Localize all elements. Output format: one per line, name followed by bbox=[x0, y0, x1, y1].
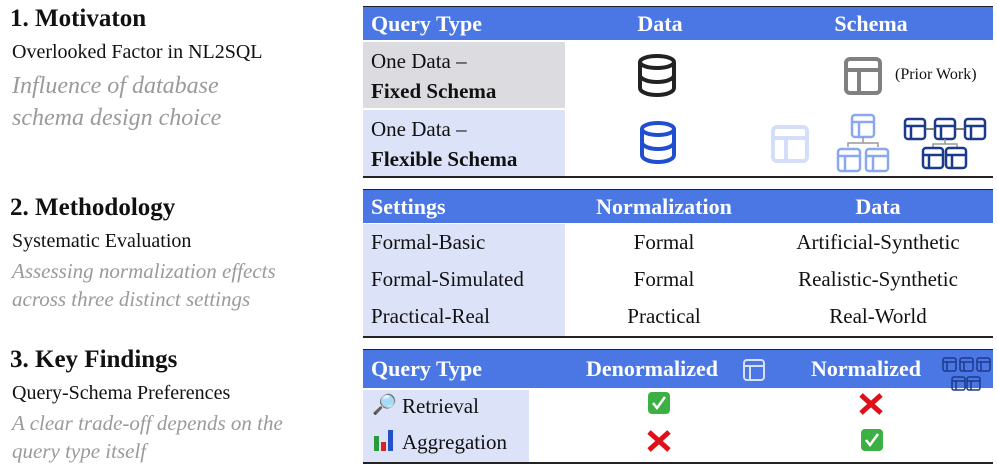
table-network-icon bbox=[942, 357, 991, 391]
header-settings: Settings bbox=[371, 194, 446, 219]
database-icon-black bbox=[638, 54, 676, 97]
row-flexible-line2: Flexible Schema bbox=[371, 147, 518, 171]
section-3-title: 3. Key Findings bbox=[10, 346, 178, 373]
database-icon-blue bbox=[640, 121, 676, 164]
check-icon bbox=[861, 429, 883, 451]
setting-data: Artificial-Synthetic bbox=[796, 230, 960, 254]
setting-data: Real-World bbox=[829, 304, 927, 328]
prior-work-note: (Prior Work) bbox=[895, 66, 977, 83]
row-fixed-label-bg bbox=[363, 42, 565, 108]
header-normalization: Normalization bbox=[596, 194, 732, 219]
setting-name: Formal-Basic bbox=[371, 230, 486, 254]
table-icon bbox=[743, 359, 765, 381]
header-schema: Schema bbox=[834, 11, 908, 36]
section-2-desc-1: Assessing normalization effects bbox=[12, 259, 276, 283]
setting-normalization: Formal bbox=[633, 230, 695, 254]
settings-column-bg bbox=[363, 224, 565, 336]
section-1-subtitle: Overlooked Factor in NL2SQL bbox=[12, 41, 263, 63]
section-2-title: 2. Methodology bbox=[10, 194, 176, 221]
row-fixed-label: One Data – Fixed Schema bbox=[371, 46, 496, 106]
section-1-desc-2: schema design choice bbox=[12, 105, 222, 131]
bar-chart-icon bbox=[374, 430, 393, 451]
row-flexible-line1: One Data – bbox=[371, 117, 467, 141]
table-tree-icon-light bbox=[836, 113, 890, 173]
setting-data: Realistic-Synthetic bbox=[798, 267, 958, 291]
setting-name: Practical-Real bbox=[371, 304, 490, 328]
query-aggregation: Aggregation bbox=[402, 430, 507, 454]
section-3-desc-1: A clear trade-off depends on the bbox=[12, 411, 283, 435]
magnifier-icon: 🔎 bbox=[372, 394, 397, 416]
table-network-icon-dark bbox=[903, 117, 987, 170]
row-fixed-line2: Fixed Schema bbox=[371, 79, 497, 103]
header-data: Data bbox=[637, 11, 683, 36]
setting-name: Formal-Simulated bbox=[371, 267, 524, 291]
row-flexible-label-bg bbox=[363, 110, 565, 176]
row-fixed-line1: One Data – bbox=[371, 49, 467, 73]
section-2-subtitle: Systematic Evaluation bbox=[12, 230, 192, 252]
section-2-desc-2: across three distinct settings bbox=[12, 287, 251, 311]
setting-normalization: Formal bbox=[633, 267, 695, 291]
check-icon bbox=[648, 392, 670, 414]
query-retrieval: Retrieval bbox=[402, 394, 479, 418]
section-3-subtitle: Query-Schema Preferences bbox=[12, 382, 231, 404]
setting-normalization: Practical bbox=[627, 304, 701, 328]
header-denormalized: Denormalized bbox=[586, 356, 718, 381]
header-query-type: Query Type bbox=[371, 356, 483, 381]
row-flexible-label: One Data – Flexible Schema bbox=[371, 114, 517, 174]
table-icon-faded bbox=[771, 125, 809, 163]
section-1-desc-1: Influence of database bbox=[12, 73, 219, 99]
cross-icon bbox=[647, 430, 671, 452]
table2-header: Settings Normalization Data bbox=[363, 190, 993, 223]
header-data: Data bbox=[855, 194, 901, 219]
header-normalized: Normalized bbox=[811, 356, 921, 381]
table3-header: Query Type Denormalized Normalized bbox=[363, 350, 993, 388]
section-1-title: 1. Motivaton bbox=[10, 5, 147, 32]
section-3-desc-2: query type itself bbox=[12, 439, 147, 463]
table-icon-gray bbox=[844, 57, 882, 95]
cross-icon bbox=[859, 393, 883, 415]
header-query-type: Query Type bbox=[371, 11, 483, 36]
table1-header: Query Type Data Schema bbox=[363, 7, 993, 40]
